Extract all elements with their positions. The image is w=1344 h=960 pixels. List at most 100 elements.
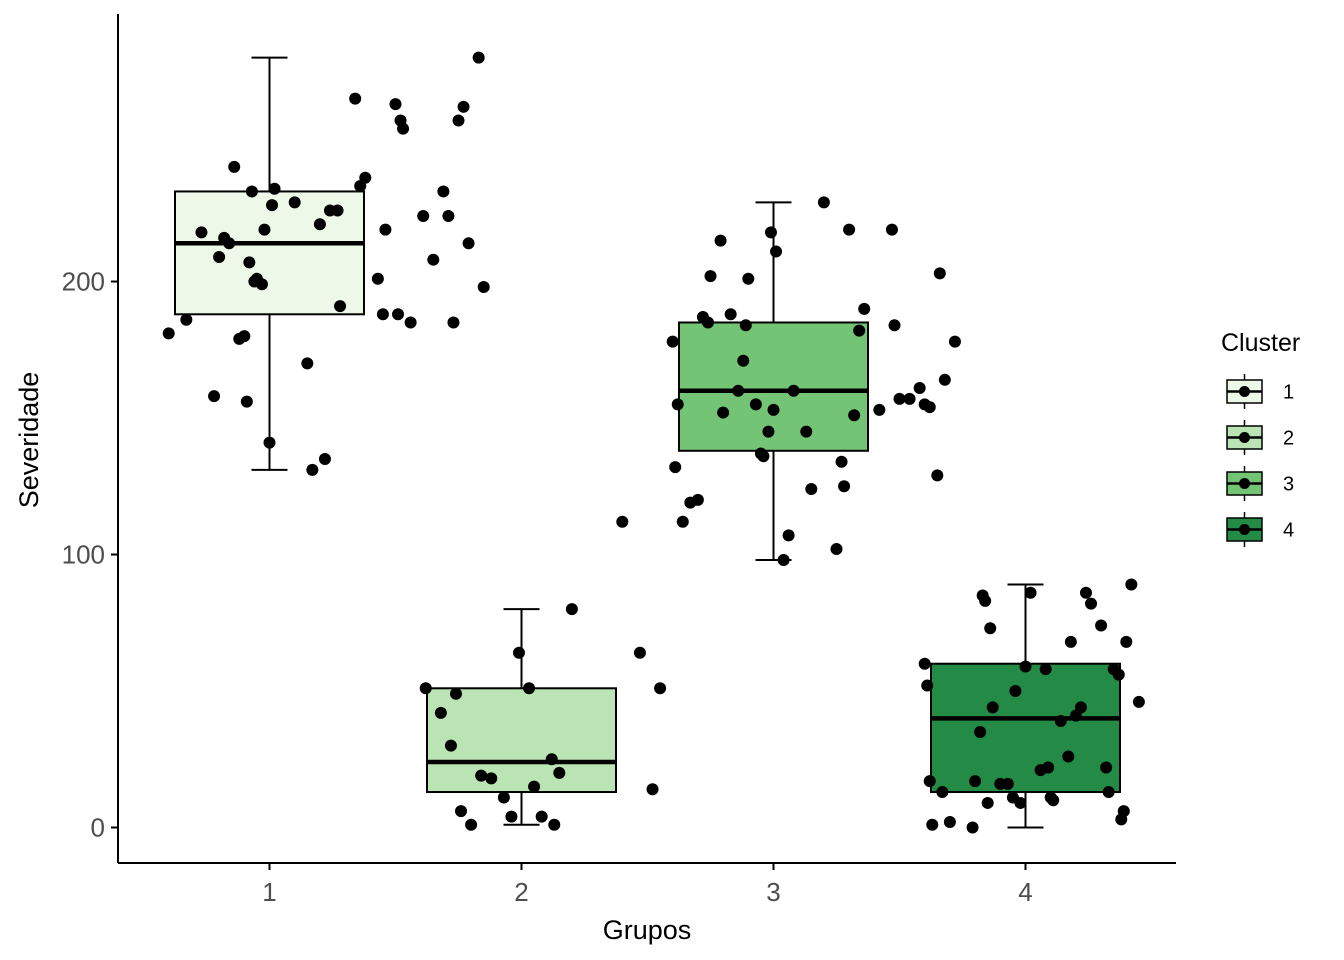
data-point bbox=[434, 706, 447, 719]
y-axis-ticks: 0 100 200 bbox=[62, 267, 118, 843]
data-point bbox=[757, 450, 770, 463]
data-point bbox=[933, 267, 946, 280]
boxes-layer bbox=[174, 56, 1121, 829]
data-point bbox=[1120, 635, 1133, 648]
data-point bbox=[921, 679, 934, 692]
data-point bbox=[913, 381, 926, 394]
data-point bbox=[255, 278, 268, 291]
data-point bbox=[548, 818, 561, 831]
data-point bbox=[228, 160, 241, 173]
y-tick-label: 0 bbox=[91, 813, 105, 843]
data-point bbox=[447, 316, 460, 329]
data-point bbox=[213, 250, 226, 263]
data-point bbox=[180, 313, 193, 326]
data-point bbox=[800, 425, 813, 438]
data-point bbox=[777, 553, 790, 566]
data-point bbox=[404, 316, 417, 329]
data-point bbox=[442, 210, 455, 223]
data-point bbox=[392, 308, 405, 321]
data-point bbox=[243, 256, 256, 269]
data-point bbox=[1117, 805, 1130, 818]
data-point bbox=[505, 810, 518, 823]
data-point bbox=[475, 769, 488, 782]
data-point bbox=[805, 483, 818, 496]
data-point bbox=[245, 185, 258, 198]
data-point bbox=[969, 775, 982, 788]
data-point bbox=[838, 480, 851, 493]
y-tick-label: 100 bbox=[62, 540, 105, 570]
data-point bbox=[349, 92, 362, 105]
data-point bbox=[397, 122, 410, 135]
data-point bbox=[485, 772, 498, 785]
data-point bbox=[444, 739, 457, 752]
data-point bbox=[691, 493, 704, 506]
data-point bbox=[923, 401, 936, 414]
data-point bbox=[457, 100, 470, 113]
x-tick-label: 1 bbox=[262, 877, 276, 907]
data-point bbox=[465, 818, 478, 831]
data-point bbox=[666, 335, 679, 348]
data-point bbox=[1019, 660, 1032, 673]
data-point bbox=[452, 114, 465, 127]
data-point bbox=[1001, 777, 1014, 790]
data-point bbox=[301, 357, 314, 370]
y-axis-title: Severidade bbox=[14, 372, 44, 509]
data-point bbox=[419, 682, 432, 695]
data-point bbox=[669, 461, 682, 474]
data-point bbox=[268, 182, 281, 195]
box-iqr bbox=[930, 662, 1121, 794]
data-point bbox=[943, 816, 956, 829]
data-point bbox=[701, 316, 714, 329]
data-point bbox=[1062, 750, 1075, 763]
data-point bbox=[830, 543, 843, 556]
y-tick-label: 200 bbox=[62, 267, 105, 297]
data-point bbox=[986, 701, 999, 714]
data-point bbox=[737, 354, 750, 367]
data-point bbox=[477, 280, 490, 293]
data-point bbox=[288, 196, 301, 209]
data-point bbox=[817, 196, 830, 209]
legend-key-point bbox=[1239, 386, 1250, 397]
data-point bbox=[903, 392, 916, 405]
data-point bbox=[923, 775, 936, 788]
data-point bbox=[238, 330, 251, 343]
legend-item-2: 2 bbox=[1226, 420, 1294, 455]
data-point bbox=[616, 515, 629, 528]
data-point bbox=[764, 226, 777, 239]
data-point bbox=[671, 398, 684, 411]
data-point bbox=[1009, 685, 1022, 698]
box-group-1 bbox=[174, 56, 365, 471]
legend-title: Cluster bbox=[1221, 329, 1300, 357]
data-point bbox=[313, 218, 326, 231]
x-axis-ticks: 1 2 3 4 bbox=[262, 863, 1033, 907]
data-point bbox=[1112, 668, 1125, 681]
legend-item-1: 1 bbox=[1226, 374, 1294, 409]
data-point bbox=[858, 302, 871, 315]
data-point bbox=[843, 223, 856, 236]
data-point bbox=[1047, 794, 1060, 807]
data-point bbox=[717, 406, 730, 419]
data-point bbox=[417, 210, 430, 223]
box-group-2 bbox=[426, 608, 617, 826]
data-point bbox=[938, 373, 951, 386]
legend-key-point bbox=[1239, 432, 1250, 443]
legend-item-4: 4 bbox=[1226, 512, 1294, 547]
data-point bbox=[1064, 635, 1077, 648]
data-point bbox=[888, 319, 901, 332]
data-point bbox=[472, 51, 485, 64]
data-point bbox=[437, 185, 450, 198]
data-point bbox=[926, 818, 939, 831]
data-point bbox=[918, 657, 931, 670]
data-point bbox=[704, 270, 717, 283]
x-tick-label: 4 bbox=[1018, 877, 1032, 907]
data-point bbox=[195, 226, 208, 239]
data-point bbox=[767, 403, 780, 416]
data-point bbox=[528, 780, 541, 793]
data-point bbox=[455, 805, 468, 818]
data-point bbox=[462, 237, 475, 250]
data-point bbox=[770, 245, 783, 258]
data-point bbox=[848, 409, 861, 422]
data-point bbox=[676, 515, 689, 528]
data-point bbox=[853, 324, 866, 337]
